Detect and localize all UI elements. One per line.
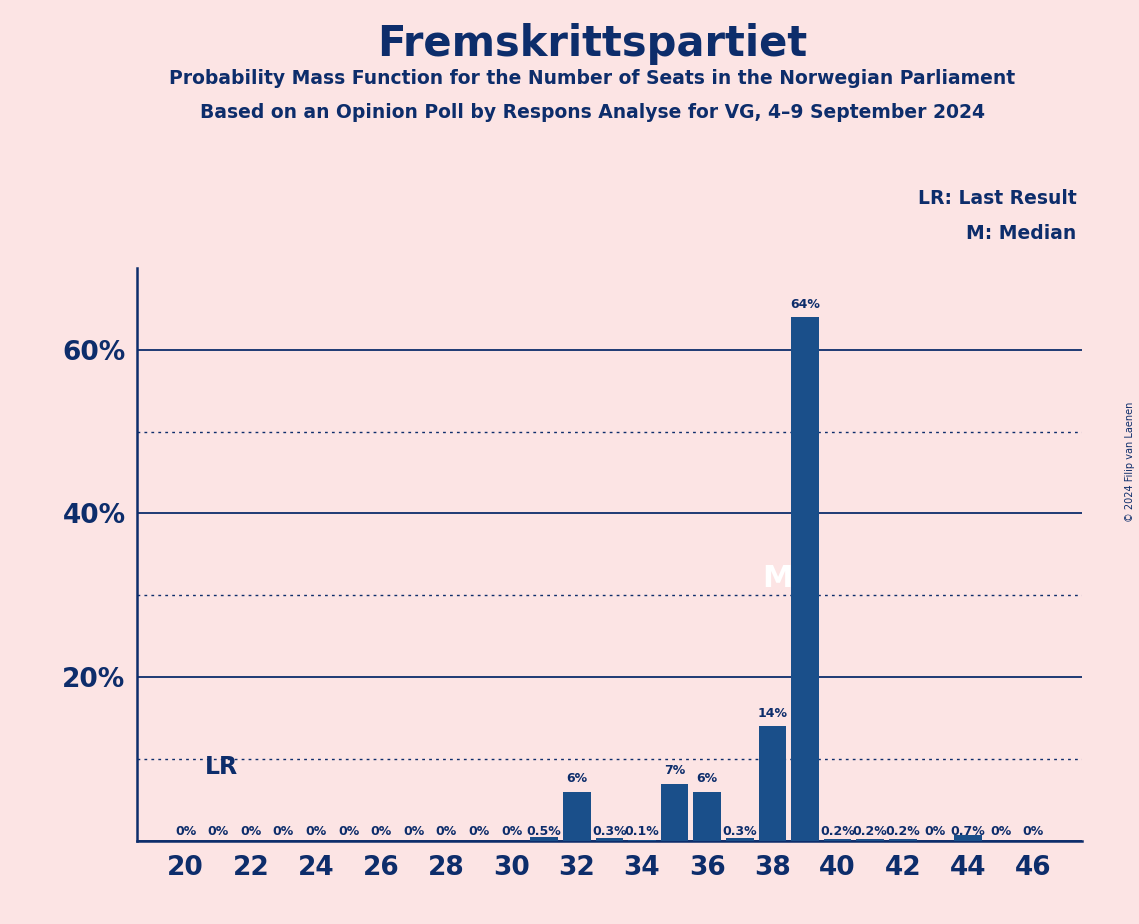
Bar (792, 317, 819, 841)
Text: LR: LR (205, 755, 238, 779)
Bar (954, 835, 982, 841)
Text: 0%: 0% (468, 825, 490, 838)
Bar (563, 792, 591, 841)
Bar (759, 726, 786, 841)
Text: 0.2%: 0.2% (885, 825, 920, 838)
Text: 0%: 0% (175, 825, 196, 838)
Text: 0%: 0% (338, 825, 359, 838)
Text: Based on an Opinion Poll by Respons Analyse for VG, 4–9 September 2024: Based on an Opinion Poll by Respons Anal… (199, 103, 985, 123)
Bar (596, 838, 623, 841)
Bar (661, 784, 688, 841)
Text: 0%: 0% (501, 825, 522, 838)
Text: Fremskrittspartiet: Fremskrittspartiet (377, 23, 808, 65)
Text: 0.2%: 0.2% (820, 825, 855, 838)
Text: 0.3%: 0.3% (722, 825, 757, 838)
Text: 0.7%: 0.7% (951, 825, 985, 838)
Text: 64%: 64% (790, 298, 820, 310)
Text: 0.3%: 0.3% (592, 825, 626, 838)
Text: © 2024 Filip van Laenen: © 2024 Filip van Laenen (1125, 402, 1134, 522)
Text: 0%: 0% (207, 825, 229, 838)
Text: 0%: 0% (990, 825, 1011, 838)
Text: 14%: 14% (757, 707, 787, 720)
Text: 0%: 0% (925, 825, 947, 838)
Text: 0%: 0% (240, 825, 262, 838)
Text: Probability Mass Function for the Number of Seats in the Norwegian Parliament: Probability Mass Function for the Number… (170, 69, 1015, 89)
Text: 7%: 7% (664, 764, 686, 777)
Text: M: Median: M: Median (966, 224, 1076, 243)
Bar (531, 837, 558, 841)
Text: 0%: 0% (272, 825, 294, 838)
Bar (823, 839, 852, 841)
Text: 0%: 0% (1023, 825, 1043, 838)
Bar (888, 839, 917, 841)
Text: 0.1%: 0.1% (624, 825, 659, 838)
Text: 0.2%: 0.2% (853, 825, 887, 838)
Text: 0%: 0% (305, 825, 327, 838)
Text: 0.5%: 0.5% (527, 825, 562, 838)
Text: 6%: 6% (697, 772, 718, 785)
Text: M: M (762, 565, 793, 593)
Text: 6%: 6% (566, 772, 588, 785)
Text: 0%: 0% (436, 825, 457, 838)
Text: 0%: 0% (403, 825, 425, 838)
Text: LR: Last Result: LR: Last Result (918, 189, 1076, 209)
Text: 0%: 0% (370, 825, 392, 838)
Bar (857, 839, 884, 841)
Bar (726, 838, 754, 841)
Bar (694, 792, 721, 841)
